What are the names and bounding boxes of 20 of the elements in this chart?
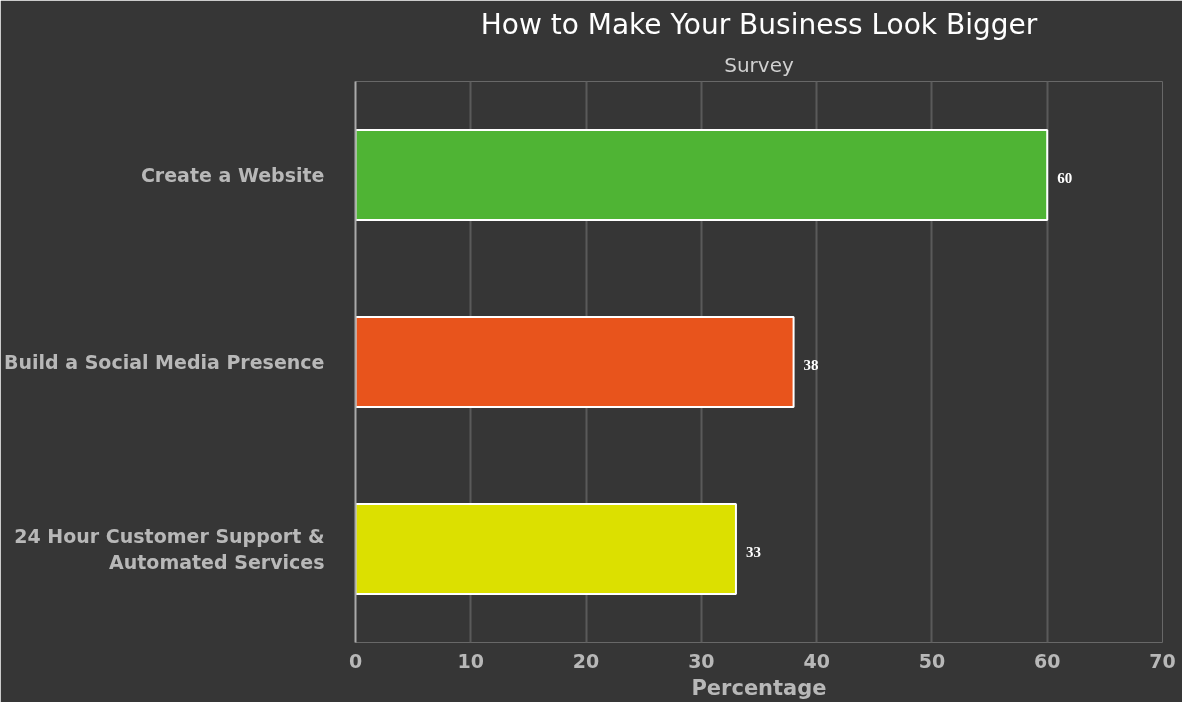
- x-tick-label: 30: [688, 649, 715, 672]
- chart-subtitle: Survey: [724, 52, 794, 77]
- x-tick-label: 0: [348, 649, 363, 672]
- y-tick-label: 24 Hour Customer Support & Automated Services: [14, 524, 325, 574]
- x-tick-label: 10: [457, 649, 485, 672]
- bar: [355, 129, 1049, 221]
- x-tick-label: 60: [1033, 649, 1061, 672]
- data-label: 33: [745, 544, 761, 560]
- x-tick-label: 40: [803, 649, 830, 672]
- y-tick-label: Create a Website: [140, 164, 325, 186]
- data-label: 38: [803, 357, 819, 373]
- x-axis-title: Percentage: [691, 675, 827, 700]
- chart-title: How to Make Your Business Look Bigger: [480, 7, 1038, 41]
- data-label: 60: [1057, 170, 1073, 186]
- x-tick-label: 70: [1149, 649, 1176, 672]
- x-tick-label: 20: [572, 649, 600, 672]
- x-tick-label: 50: [918, 649, 946, 672]
- bar: [355, 503, 737, 595]
- y-tick-label: Build a Social Media Presence: [3, 351, 325, 373]
- bar: [355, 316, 795, 408]
